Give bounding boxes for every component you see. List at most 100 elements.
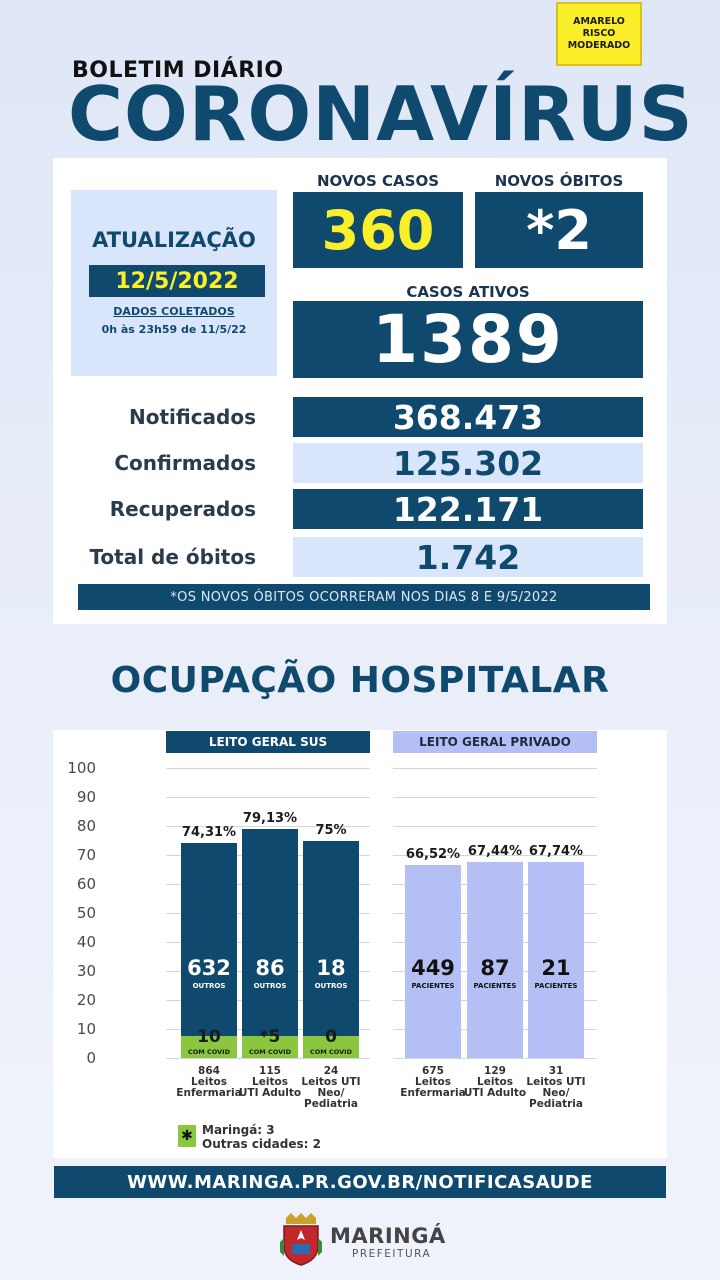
recovered-label: Recuperados: [109, 497, 256, 521]
gridline: [393, 826, 597, 827]
bed-type-line1: Leitos: [252, 1076, 288, 1088]
bar-others-value: 18: [316, 956, 346, 980]
city-subtitle: PREFEITURA: [352, 1248, 432, 1260]
notified-label: Notificados: [128, 405, 256, 429]
gridline: [166, 768, 370, 769]
bar-percent-label: 67,74%: [528, 843, 584, 859]
recovered-value: 122.171: [392, 489, 544, 529]
bed-count: 115: [259, 1065, 281, 1077]
new-deaths-value: *2: [526, 198, 592, 262]
bed-type-line2: Neo/: [542, 1087, 570, 1099]
confirmed-label: Confirmados: [114, 451, 256, 475]
bar-covid-label: COM COVID: [249, 1048, 291, 1056]
gridline: [393, 1058, 597, 1059]
y-tick-label: 60: [76, 875, 96, 893]
deaths-footnote: *OS NOVOS ÓBITOS OCORRERAM NOS DIAS 8 E …: [78, 584, 650, 610]
bar-covid-value: 10: [197, 1027, 221, 1047]
risk-line-3: MODERADO: [567, 40, 631, 51]
y-tick-label: 0: [86, 1049, 96, 1067]
legend-maringa: Maringá: 3: [202, 1123, 275, 1137]
bed-count: 24: [323, 1065, 339, 1077]
bar-others-value: 86: [255, 956, 285, 980]
bed-type-line3: Pediatria: [529, 1098, 583, 1110]
bed-type-line2: UTI Adulto: [238, 1087, 302, 1099]
bed-count: 675: [422, 1065, 444, 1077]
risk-line-2: RISCO: [582, 28, 616, 39]
notified-value: 368.473: [392, 397, 544, 437]
gridline: [166, 826, 370, 827]
gridline: [393, 797, 597, 798]
city-name: MARINGÁ: [330, 1224, 446, 1248]
bed-type-line1: Leitos: [415, 1076, 451, 1088]
bar-percent-label: 67,44%: [467, 844, 523, 860]
bar-patients: [467, 862, 523, 1058]
confirmed-value: 125.302: [392, 443, 544, 483]
y-tick-label: 30: [76, 962, 96, 980]
update-date-box: 12/5/2022: [89, 265, 265, 297]
bar-covid: [181, 1036, 237, 1058]
new-cases-label: NOVOS CASOS: [317, 172, 439, 190]
bed-type-line2: Neo/: [317, 1087, 345, 1099]
asterisk-legend-icon: ✱: [178, 1125, 196, 1147]
city-crest-icon: [280, 1212, 322, 1266]
collected-range: 0h às 23h59 de 11/5/22: [101, 323, 247, 336]
y-tick-label: 40: [76, 933, 96, 951]
bed-type-line1: Leitos: [477, 1076, 513, 1088]
bar-others: [303, 840, 359, 1036]
total-deaths-label: Total de óbitos: [89, 545, 256, 569]
bar-others-label: OUTROS: [314, 982, 348, 990]
page-title: CORONAVÍRUS: [68, 70, 694, 158]
active-cases-value: 1389: [372, 301, 564, 378]
total-deaths-box: 1.742: [293, 537, 643, 577]
active-cases-box: 1389: [293, 301, 643, 378]
confirmed-box: 125.302: [293, 443, 643, 483]
new-deaths-box: *2: [475, 192, 643, 268]
notified-box: 368.473: [293, 397, 643, 437]
bed-type-line2: Enfermaria: [400, 1087, 466, 1099]
bar-others-label: OUTROS: [253, 982, 287, 990]
update-title: ATUALIZAÇÃO: [92, 228, 256, 252]
bar-patients-label: PACIENTES: [411, 982, 455, 990]
bar-others: [181, 842, 237, 1036]
legend-other-cities: Outras cidades: 2: [202, 1137, 321, 1151]
active-cases-label: CASOS ATIVOS: [406, 283, 530, 301]
hospital-occupancy-title: OCUPAÇÃO HOSPITALAR: [110, 660, 610, 701]
bed-type-line2: Enfermaria: [176, 1087, 242, 1099]
bed-count: 31: [548, 1065, 564, 1077]
bed-type-line1: Leitos UTI: [526, 1076, 586, 1088]
update-date: 12/5/2022: [115, 268, 239, 294]
bar-patients: [405, 865, 461, 1058]
gridline: [166, 797, 370, 798]
gridline: [393, 855, 597, 856]
bar-patients-label: PACIENTES: [473, 982, 517, 990]
bar-covid: [303, 1036, 359, 1058]
bar-patients: [528, 861, 584, 1058]
y-tick-label: 100: [67, 759, 96, 777]
risk-line-1: AMARELO: [573, 16, 625, 27]
bed-count: 864: [198, 1065, 220, 1077]
bed-type-line3: Pediatria: [304, 1098, 358, 1110]
bar-covid: [242, 1036, 298, 1058]
gridline: [166, 1058, 370, 1059]
bar-others-value: 632: [187, 956, 231, 980]
bar-percent-label: 79,13%: [242, 810, 298, 826]
bar-others: [242, 828, 298, 1036]
bed-type-line1: Leitos: [191, 1076, 227, 1088]
bar-patients-label: PACIENTES: [534, 982, 578, 990]
private-group-header: LEITO GERAL PRIVADO: [393, 731, 597, 753]
bar-percent-label: 66,52%: [405, 847, 461, 863]
recovered-box: 122.171: [293, 489, 643, 529]
bar-others-label: OUTROS: [192, 982, 226, 990]
new-deaths-label: NOVOS ÓBITOS: [494, 172, 624, 190]
y-tick-label: 50: [76, 904, 96, 922]
y-tick-label: 70: [76, 846, 96, 864]
bed-type-line2: UTI Adulto: [463, 1087, 527, 1099]
new-cases-value: 360: [321, 198, 435, 262]
bar-covid-value: *5: [259, 1027, 281, 1047]
total-deaths-value: 1.742: [415, 537, 521, 577]
y-tick-label: 80: [76, 817, 96, 835]
collected-label: DADOS COLETADOS: [113, 305, 235, 318]
notification-url[interactable]: WWW.MARINGA.PR.GOV.BR/NOTIFICASAUDE: [54, 1166, 666, 1198]
bar-patients-value: 21: [541, 956, 571, 980]
y-tick-label: 10: [76, 1020, 96, 1038]
